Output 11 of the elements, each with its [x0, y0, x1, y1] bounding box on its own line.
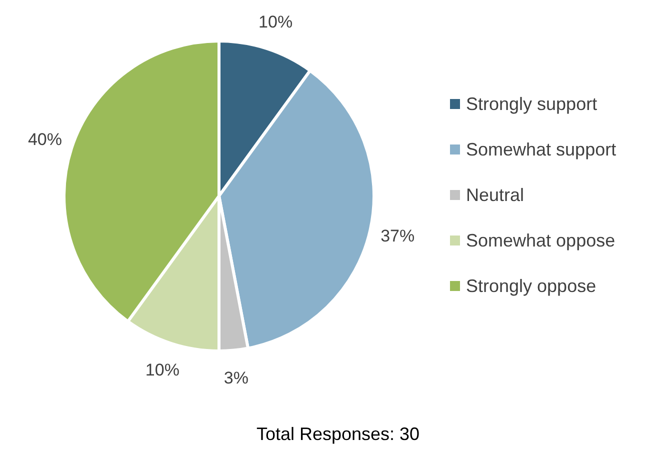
data-label: 10% — [145, 360, 180, 380]
data-label: 37% — [380, 226, 415, 246]
legend-label: Strongly support — [466, 94, 598, 114]
legend-label: Somewhat oppose — [466, 230, 616, 250]
legend-label: Strongly oppose — [466, 276, 596, 296]
data-label: 40% — [28, 130, 62, 149]
data-label: 3% — [224, 368, 249, 388]
legend-label: Neutral — [466, 185, 524, 205]
text: Total Responses: 30 — [256, 424, 420, 444]
data-label: 10% — [258, 12, 293, 32]
legend-label: Somewhat support — [466, 140, 616, 160]
